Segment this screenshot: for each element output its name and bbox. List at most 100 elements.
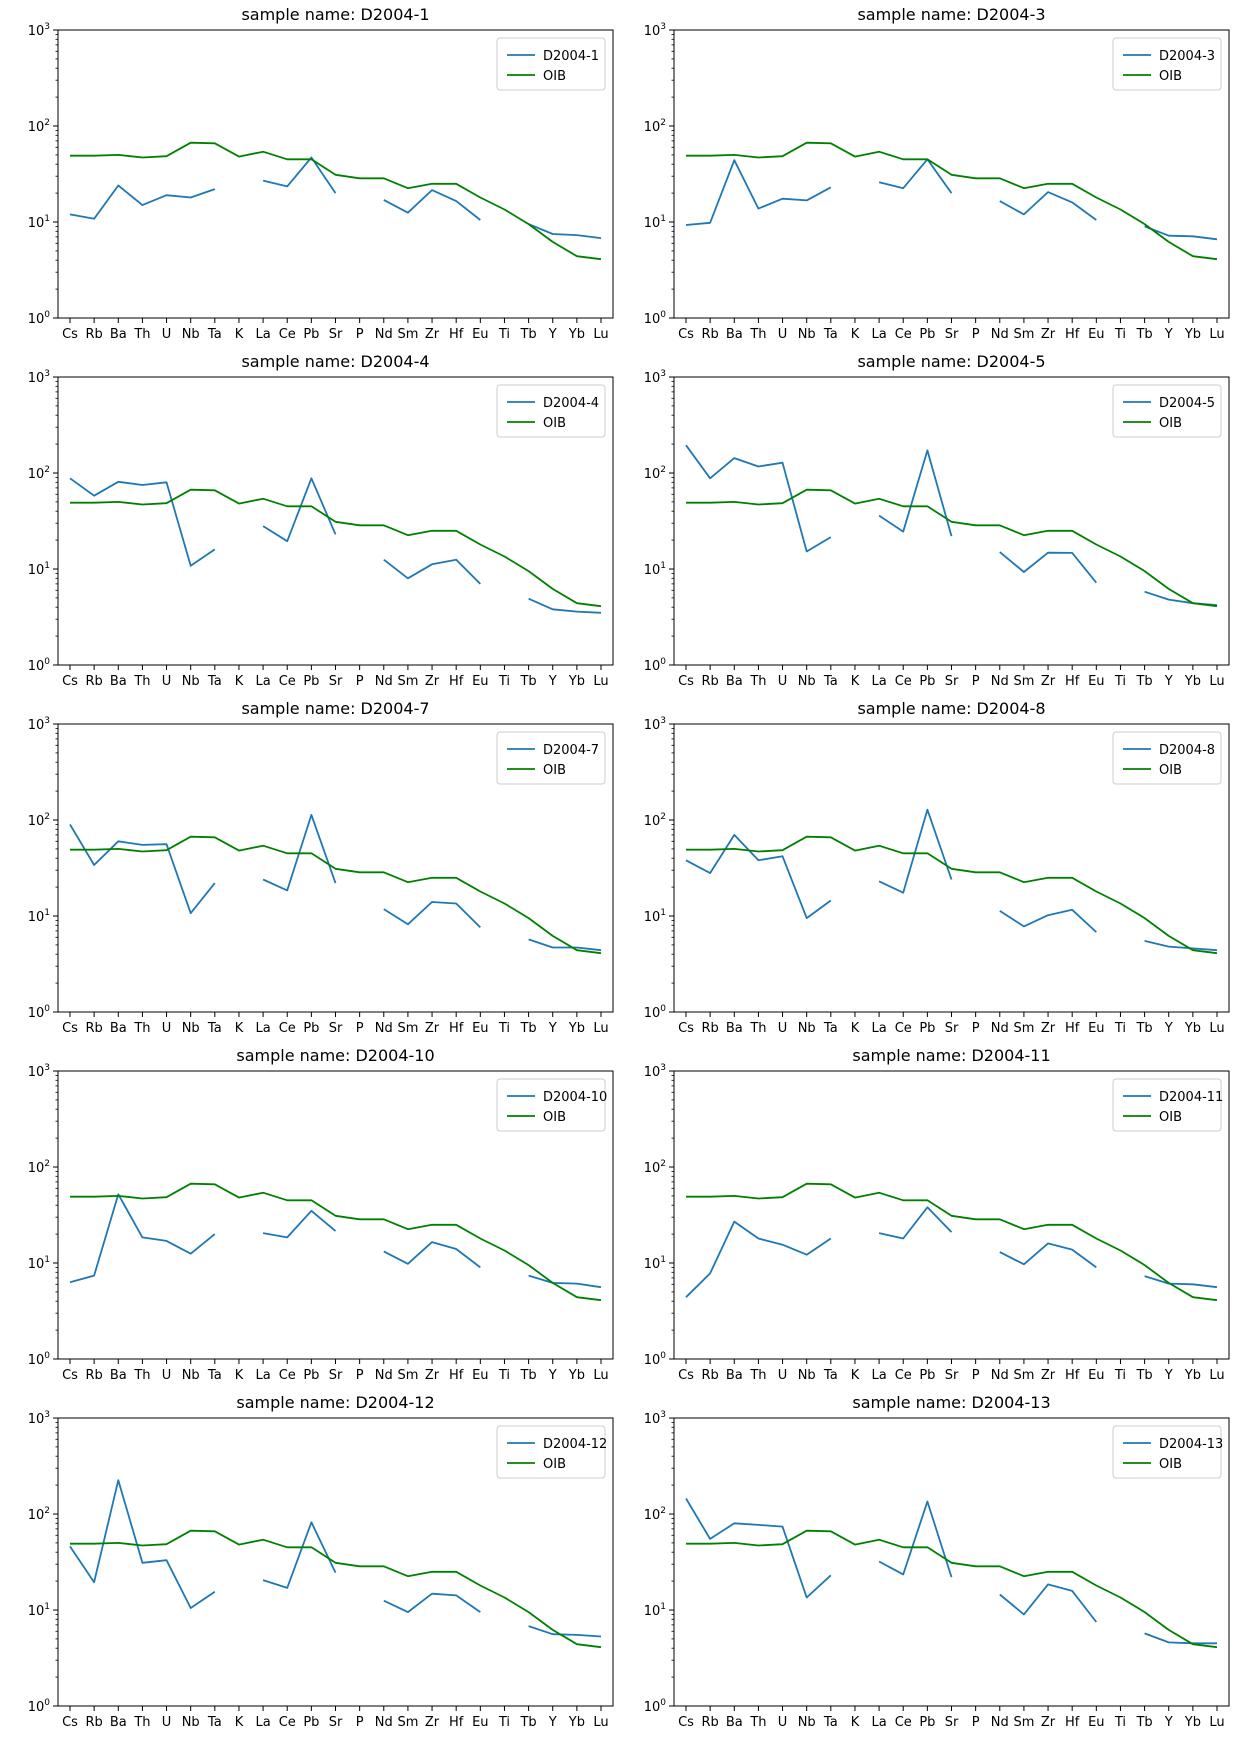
legend-box: [496, 1425, 606, 1479]
x-tick-label-sm: Sm: [397, 1715, 418, 1730]
x-tick-label-u: U: [778, 1021, 788, 1036]
x-tick-label-rb: Rb: [85, 1715, 102, 1730]
x-tick-label-tb: Tb: [519, 1368, 536, 1383]
x-tick-label-cs: Cs: [678, 327, 694, 342]
legend-label: D2004-7: [543, 743, 599, 758]
legend-label: D2004-4: [543, 396, 599, 411]
x-tick-label-ce: Ce: [279, 1368, 296, 1383]
subplot-title: sample name: D2004-12: [236, 1393, 434, 1412]
x-tick-label-nb: Nb: [798, 1368, 816, 1383]
x-tick-label-cs: Cs: [62, 327, 78, 342]
x-tick-label-nb: Nb: [798, 674, 816, 689]
x-tick-label-pb: Pb: [303, 1021, 319, 1036]
legend-label: D2004-1: [543, 49, 599, 64]
x-tick-label-nd: Nd: [375, 1021, 393, 1036]
x-tick-label-y: Y: [548, 327, 557, 342]
x-tick-label-u: U: [162, 1021, 172, 1036]
x-tick-label-pb: Pb: [919, 1715, 935, 1730]
x-tick-label-sr: Sr: [329, 1021, 343, 1036]
y-tick-label: 101: [644, 1602, 666, 1619]
series-line-oib: [686, 141, 1218, 261]
legend-label: D2004-3: [1159, 49, 1215, 64]
plot-frame: [673, 723, 1230, 1013]
x-tick-label-th: Th: [749, 327, 766, 342]
x-tick-label-rb: Rb: [701, 1715, 718, 1730]
x-tick-label-k: K: [851, 1021, 860, 1036]
series-line-oib: [686, 1529, 1218, 1649]
x-tick-label-ta: Ta: [207, 674, 222, 689]
x-tick-label-eu: Eu: [1088, 327, 1104, 342]
x-tick-label-tb: Tb: [519, 1021, 536, 1036]
y-tick-label: 102: [28, 1506, 50, 1523]
legend-label: D2004-10: [543, 1090, 607, 1105]
legend-label: OIB: [1159, 416, 1182, 431]
x-tick-label-zr: Zr: [425, 327, 440, 342]
x-tick-label-lu: Lu: [593, 1021, 608, 1036]
subplot-title: sample name: D2004-11: [852, 1046, 1050, 1065]
x-tick-label-lu: Lu: [1209, 1368, 1224, 1383]
subplot-title: sample name: D2004-13: [852, 1393, 1050, 1412]
x-tick-label-sr: Sr: [329, 1715, 343, 1730]
x-tick-label-zr: Zr: [1041, 1368, 1056, 1383]
x-tick-label-hf: Hf: [449, 327, 464, 342]
x-tick-label-ta: Ta: [207, 327, 222, 342]
subplot-title: sample name: D2004-3: [857, 5, 1045, 24]
x-tick-label-sr: Sr: [945, 1368, 959, 1383]
x-tick-label-k: K: [235, 1021, 244, 1036]
x-tick-label-cs: Cs: [62, 674, 78, 689]
x-tick-label-la: La: [871, 327, 886, 342]
x-tick-label-ce: Ce: [895, 327, 912, 342]
x-tick-label-lu: Lu: [1209, 327, 1224, 342]
y-tick-label: 101: [644, 908, 666, 925]
x-tick-label-p: P: [356, 1021, 364, 1036]
x-tick-label-ba: Ba: [726, 1021, 743, 1036]
x-tick-label-nb: Nb: [798, 1021, 816, 1036]
x-tick-label-yb: Yb: [1184, 674, 1201, 689]
x-tick-label-cs: Cs: [62, 1021, 78, 1036]
x-tick-label-pb: Pb: [303, 1368, 319, 1383]
legend-label: D2004-13: [1159, 1437, 1223, 1452]
x-tick-label-tb: Tb: [519, 674, 536, 689]
legend-box: [496, 731, 606, 785]
x-tick-label-ti: Ti: [498, 327, 510, 342]
x-tick-label-th: Th: [749, 1021, 766, 1036]
x-tick-label-u: U: [778, 327, 788, 342]
legend-box: [496, 1078, 606, 1132]
x-tick-label-sm: Sm: [397, 1368, 418, 1383]
x-tick-label-y: Y: [1164, 1368, 1173, 1383]
series-line-sample: [685, 444, 1218, 607]
x-tick-label-u: U: [162, 1368, 172, 1383]
x-tick-label-p: P: [972, 327, 980, 342]
x-tick-label-nd: Nd: [991, 1368, 1009, 1383]
plot-frame: [673, 1070, 1230, 1360]
legend-box: [496, 384, 606, 438]
x-tick-label-la: La: [255, 1368, 270, 1383]
x-tick-label-hf: Hf: [449, 1715, 464, 1730]
x-tick-label-ta: Ta: [823, 674, 838, 689]
x-tick-label-eu: Eu: [472, 674, 488, 689]
legend-box: [1112, 37, 1222, 91]
x-tick-label-tb: Tb: [519, 1715, 536, 1730]
x-tick-label-pb: Pb: [303, 327, 319, 342]
x-tick-label-zr: Zr: [425, 1021, 440, 1036]
x-tick-label-p: P: [972, 674, 980, 689]
x-tick-label-tb: Tb: [1135, 1368, 1152, 1383]
x-tick-label-nb: Nb: [798, 327, 816, 342]
series-line-oib: [70, 1529, 602, 1649]
y-tick-label: 103: [644, 369, 666, 386]
x-tick-label-sm: Sm: [1013, 674, 1034, 689]
x-tick-label-ta: Ta: [823, 327, 838, 342]
y-tick-label: 100: [28, 310, 51, 327]
y-tick-label: 103: [28, 1410, 50, 1427]
y-tick-label: 103: [28, 716, 50, 733]
y-tick-label: 100: [644, 1004, 667, 1021]
x-tick-label-k: K: [235, 327, 244, 342]
x-tick-label-ba: Ba: [110, 327, 127, 342]
x-tick-label-p: P: [356, 327, 364, 342]
series-line-oib: [70, 488, 602, 608]
y-tick-label: 102: [28, 118, 50, 135]
y-tick-label: 103: [644, 1410, 666, 1427]
series-line-sample: [69, 1193, 602, 1289]
x-tick-label-th: Th: [749, 1715, 766, 1730]
